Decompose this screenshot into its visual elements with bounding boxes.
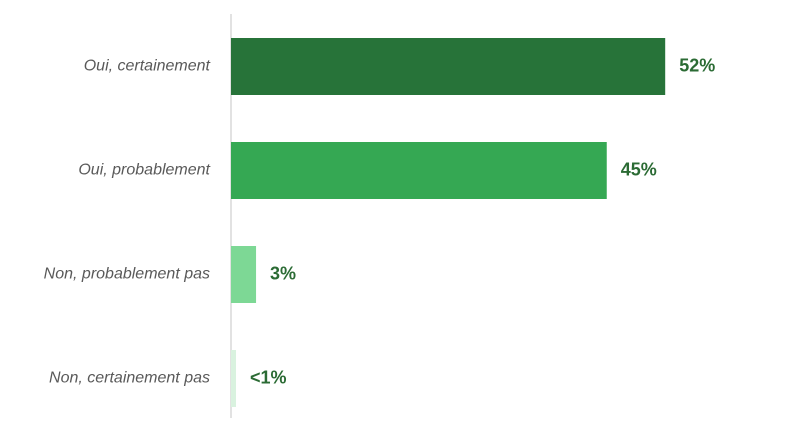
category-label-4: Non, certainement pas: [49, 370, 210, 387]
bar-2: [231, 142, 607, 199]
bar-1: [231, 38, 666, 95]
value-label-2: 45%: [621, 159, 657, 179]
category-label-1: Oui, certainement: [84, 58, 211, 75]
value-labels-group: 52% 45% 3% <1%: [250, 55, 715, 387]
value-label-3: 3%: [270, 263, 296, 283]
category-label-2: Oui, probablement: [78, 162, 210, 179]
category-label-3: Non, probablement pas: [44, 266, 210, 283]
value-label-4: <1%: [250, 367, 287, 387]
value-label-1: 52%: [679, 55, 715, 75]
bar-4: [231, 350, 237, 407]
bar-3: [231, 246, 257, 303]
category-labels-group: Oui, certainement Oui, probablement Non, p…: [44, 58, 211, 387]
bars-group: [231, 38, 666, 407]
